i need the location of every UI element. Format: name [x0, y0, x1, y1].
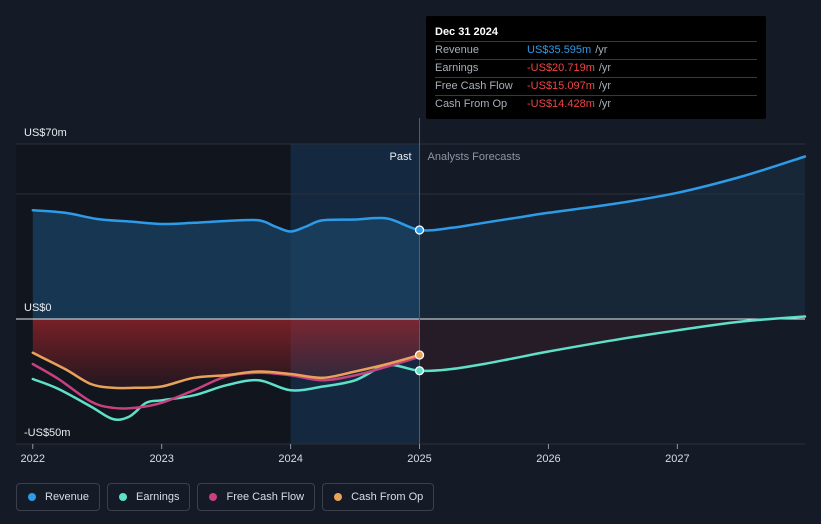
revenue-marker — [414, 225, 425, 235]
x-tick-label: 2022 — [21, 453, 45, 465]
tooltip-date: Dec 31 2024 — [435, 26, 498, 38]
tooltip-row-earnings: Earnings -US$20.719m /yr — [435, 59, 757, 77]
tooltip-row-revenue: Revenue US$35.595m /yr — [435, 41, 757, 59]
x-tick-label: 2027 — [665, 453, 689, 465]
x-tick-label: 2023 — [149, 453, 173, 465]
legend-label: Revenue — [45, 491, 90, 503]
cash-from-op-marker — [414, 350, 425, 360]
legend-dot-icon — [119, 493, 128, 501]
x-axis-ticks: 2022 2023 2024 2025 2026 2027 — [21, 444, 690, 465]
free-cash-flow-line — [31, 355, 421, 410]
series-areas — [32, 156, 805, 389]
legend-dot-icon — [334, 493, 343, 501]
tooltip: Dec 31 2024 Revenue US$35.595m /yr Earni… — [426, 16, 766, 119]
y-label-top: US$70m — [24, 127, 67, 139]
y-label-bottom: -US$50m — [24, 427, 70, 439]
legend-item-revenue[interactable]: Revenue — [16, 483, 101, 511]
tooltip-row-free-cash-flow: Free Cash Flow -US$15.097m /yr — [435, 77, 757, 95]
legend-dot-icon — [209, 493, 218, 501]
tooltip-unit: /yr — [598, 62, 612, 74]
forecast-label: Analysts Forecasts — [428, 151, 521, 163]
tooltip-value: -US$15.097m — [527, 80, 595, 92]
cash-from-op-line — [31, 351, 421, 390]
legend-label: Cash From Op — [351, 491, 424, 503]
tooltip-label: Revenue — [435, 44, 480, 56]
x-tick-label: 2025 — [407, 453, 431, 465]
revenue-line — [31, 155, 807, 233]
revenue-forecast-area — [419, 156, 805, 319]
tooltip-value: -US$14.428m — [527, 98, 595, 110]
negative-forecast-area — [419, 316, 805, 371]
tooltip-unit: /yr — [598, 98, 612, 110]
tooltip-label: Free Cash Flow — [435, 80, 513, 92]
legend-item-free-cash-flow[interactable]: Free Cash Flow — [197, 483, 316, 511]
earnings-line — [31, 315, 807, 421]
earnings-marker — [414, 366, 425, 376]
tooltip-value: US$35.595m — [527, 44, 592, 56]
legend-item-cash-from-op[interactable]: Cash From Op — [322, 483, 435, 511]
series-lines — [31, 155, 807, 421]
legend-item-earnings[interactable]: Earnings — [107, 483, 191, 511]
legend-label: Free Cash Flow — [226, 491, 305, 503]
cash-from-op-area — [32, 319, 420, 389]
tooltip-row-cash-from-op: Cash From Op -US$14.428m /yr — [435, 95, 757, 113]
tooltip-label: Cash From Op — [435, 98, 508, 110]
tooltip-unit: /yr — [598, 80, 612, 92]
legend-dot-icon — [28, 493, 36, 501]
past-label: Past — [390, 151, 412, 163]
revenue-area — [32, 210, 420, 319]
tooltip-unit: /yr — [595, 44, 608, 56]
tooltip-value: -US$20.719m — [527, 62, 595, 74]
series-markers — [414, 225, 425, 376]
y-label-zero: US$0 — [24, 302, 52, 314]
legend: Revenue Earnings Free Cash Flow Cash Fro… — [16, 483, 435, 513]
legend-label: Earnings — [136, 491, 180, 503]
x-tick-label: 2024 — [278, 453, 302, 465]
tooltip-label: Earnings — [435, 62, 479, 74]
x-tick-label: 2026 — [536, 453, 560, 465]
